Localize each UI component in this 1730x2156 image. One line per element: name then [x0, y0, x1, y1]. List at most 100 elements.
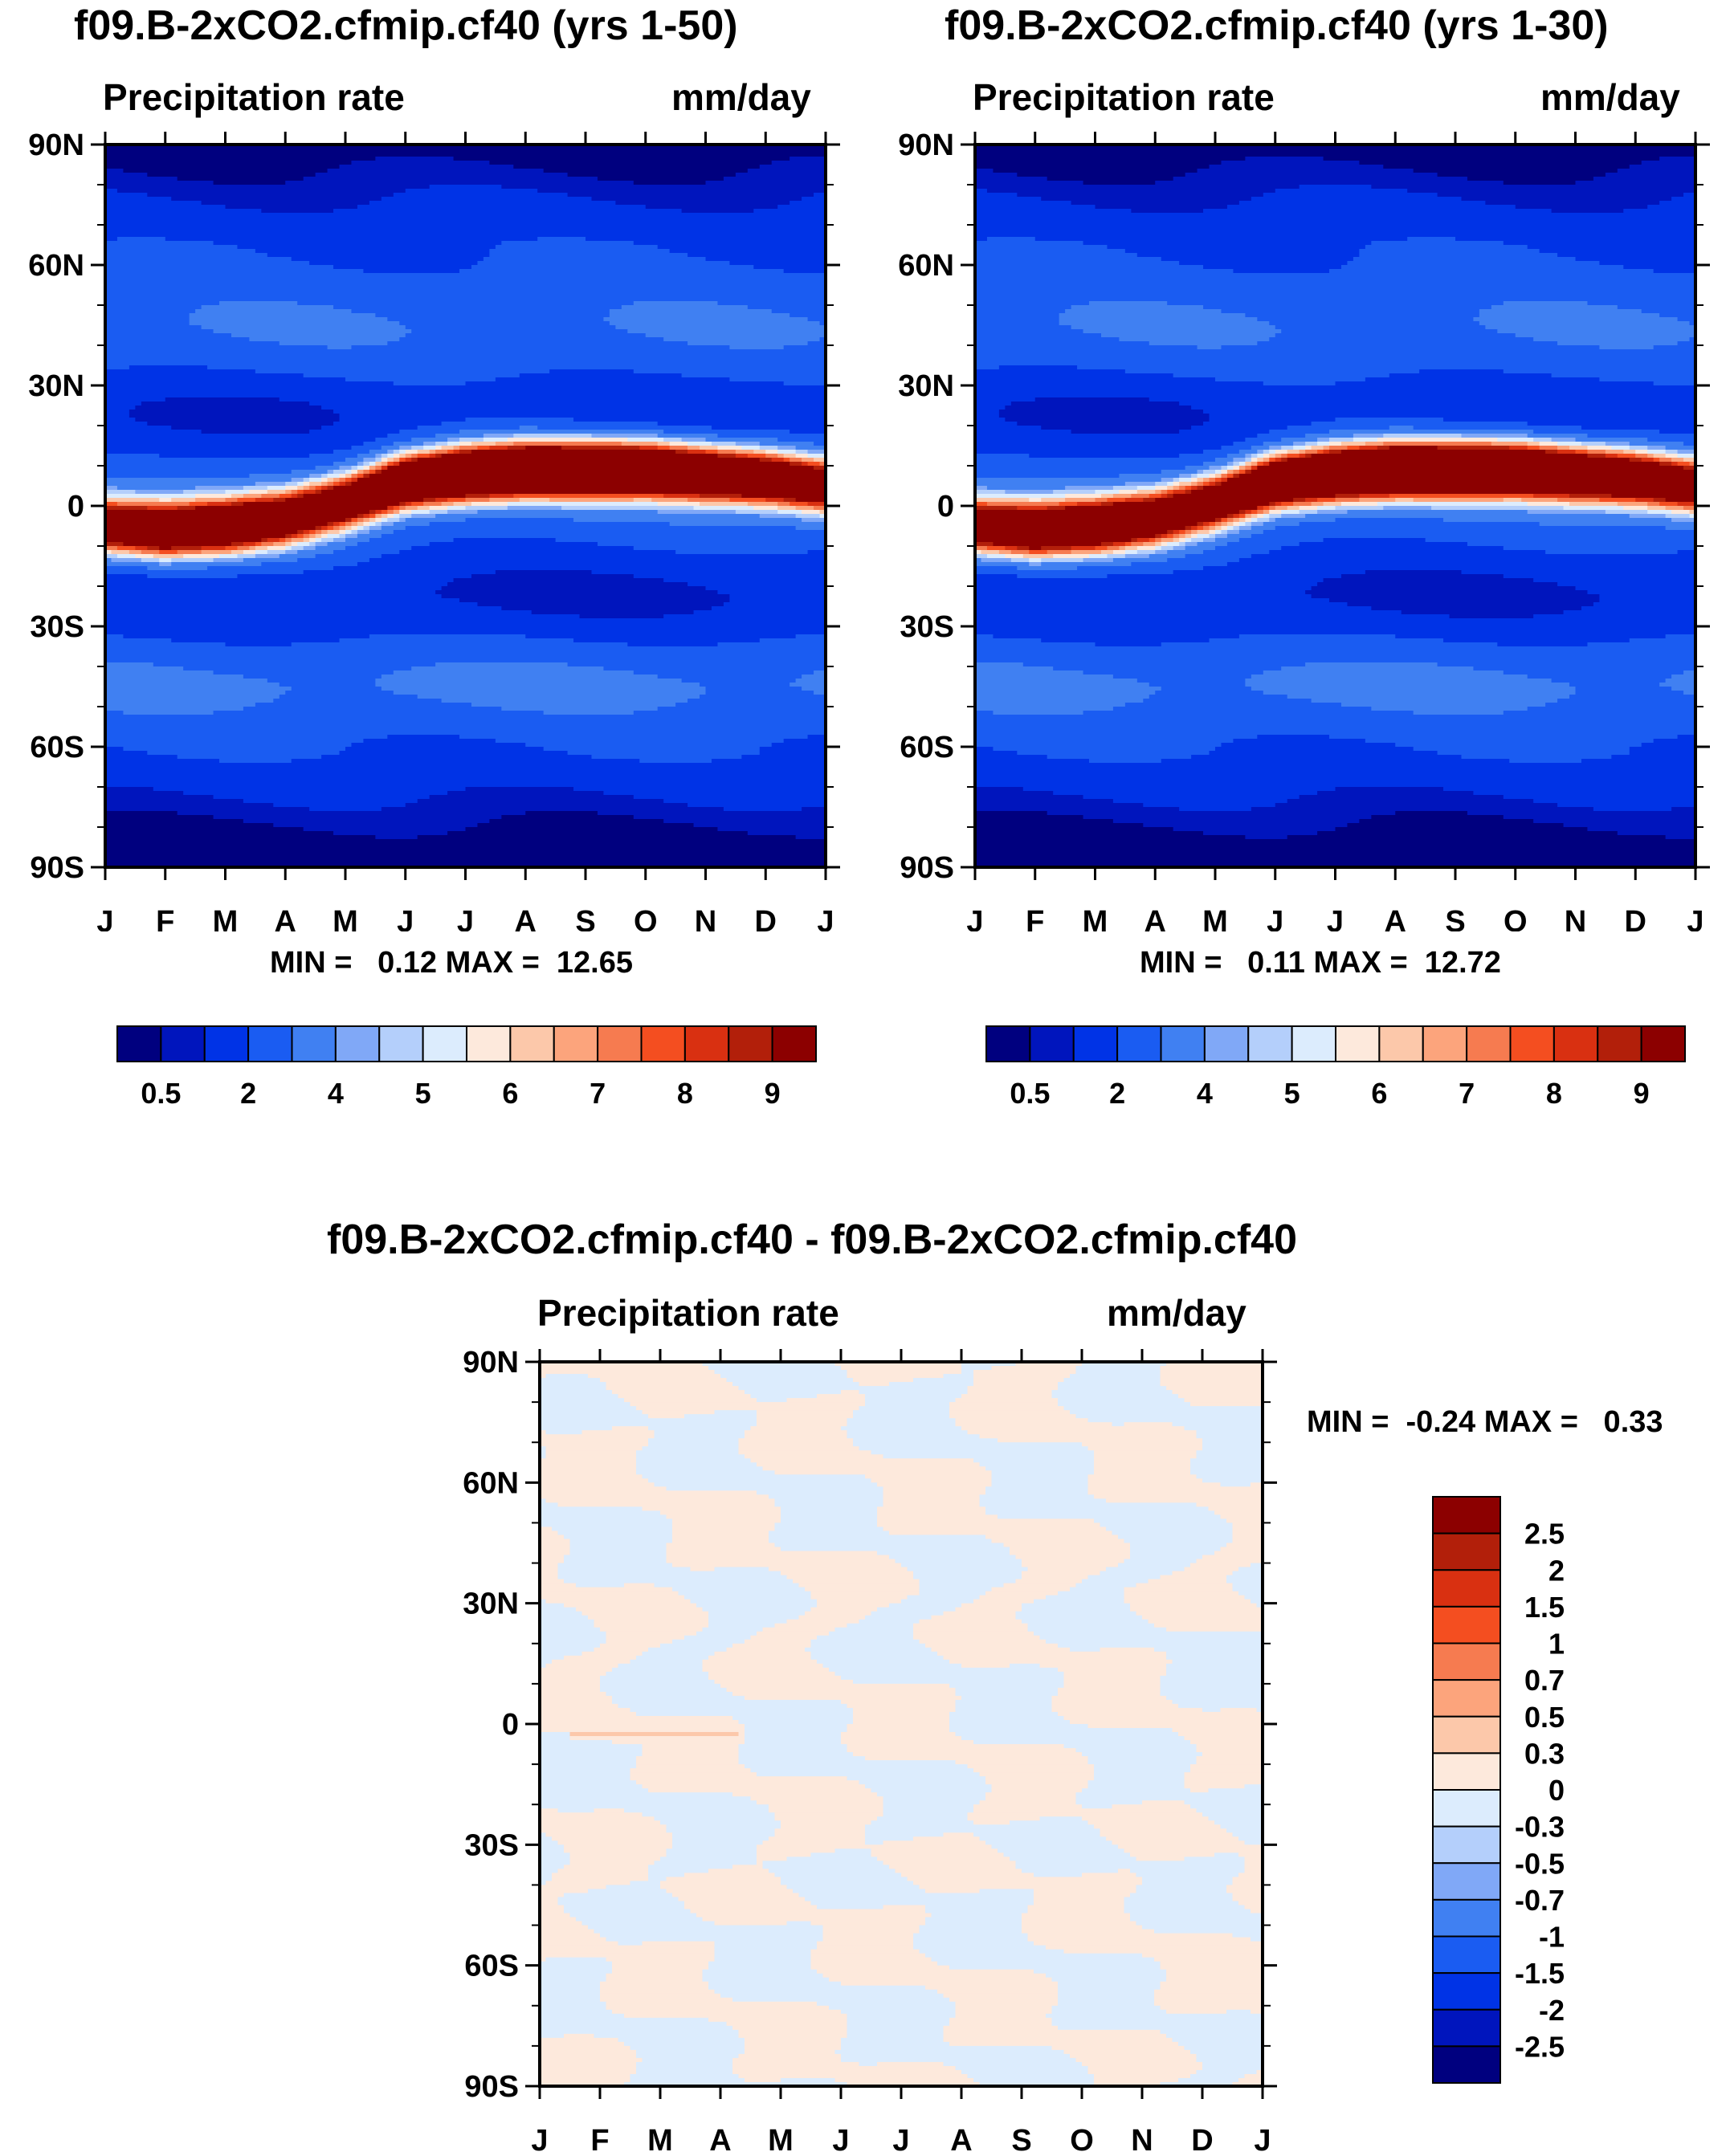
panel1-contour-cell — [285, 181, 634, 185]
panel3-contour-cell — [540, 1732, 571, 1737]
panel3-contour-cell — [913, 1378, 974, 1383]
panel3-contour-cell — [714, 1567, 769, 1572]
panel3-colorbar-label: 0.5 — [1524, 1701, 1565, 1734]
panel1-contour-cell — [375, 522, 382, 527]
panel3-x-tick-label: O — [1070, 2124, 1094, 2156]
panel3-contour-cell — [702, 1607, 812, 1612]
panel2-colorbar-label: 6 — [1371, 1077, 1387, 1110]
panel3-contour-cell — [1196, 1760, 1263, 1765]
panel2-contour-cell — [1263, 458, 1270, 463]
panel1-contour-cell — [105, 819, 244, 824]
panel3-colorbar-label: -1 — [1539, 1921, 1565, 1954]
panel1-contour-cell — [429, 506, 448, 511]
panel3-contour-cell — [540, 1675, 601, 1681]
panel1-contour-cell — [495, 570, 593, 575]
panel1-contour-cell — [795, 450, 809, 454]
panel3-contour-cell — [1196, 1430, 1263, 1435]
panel2-contour-cell — [1226, 478, 1696, 483]
panel2-contour-cell — [1167, 558, 1240, 563]
panel2-contour-cell — [1533, 578, 1696, 583]
panel1-contour-cell — [261, 542, 274, 547]
panel2-contour-cell — [1605, 450, 1624, 454]
panel2-contour-cell — [1161, 470, 1198, 475]
panel3-contour-cell — [540, 1744, 643, 1749]
panel1-contour-cell — [411, 502, 424, 507]
panel1-contour-cell — [333, 209, 683, 214]
panel3-contour-cell — [600, 1675, 709, 1681]
panel2-contour-cell — [1671, 687, 1696, 691]
panel3-contour-cell — [919, 1583, 1005, 1588]
panel1-contour-cell — [705, 687, 802, 691]
panel3-contour-cell — [955, 2001, 1059, 2007]
panel2-contour-cell — [1533, 337, 1691, 342]
panel2-contour-cell — [1047, 755, 1192, 760]
panel2-contour-cell — [975, 582, 1318, 587]
panel3-contour-cell — [1094, 1466, 1191, 1471]
panel1-contour-cell — [423, 502, 443, 507]
panel2-min-max: MIN = 0.11 MAX = 12.72 — [1140, 946, 1501, 980]
panel2-contour-cell — [1071, 430, 1180, 434]
panel2-contour-cell — [1173, 534, 1180, 539]
panel2-contour-cell — [1407, 237, 1456, 242]
panel2-contour-cell — [1389, 373, 1553, 378]
panel2-contour-cell — [1221, 522, 1228, 527]
panel2-contour-cell — [1287, 454, 1300, 459]
panel1-contour-cell — [327, 345, 353, 350]
panel1-contour-cell — [105, 699, 274, 703]
panel3-contour-cell — [564, 1559, 667, 1564]
panel2-contour-cell — [1503, 795, 1696, 800]
panel2-contour-cell — [1569, 695, 1696, 699]
panel1-contour-cell — [381, 534, 826, 539]
panel1-contour-cell — [375, 679, 683, 683]
panel1-contour-cell — [417, 835, 797, 840]
panel1-contour-cell — [105, 831, 334, 836]
panel2-colorbar-box — [1422, 1025, 1468, 1062]
panel3-contour-cell — [630, 1772, 757, 1777]
panel3-contour-cell — [805, 1587, 920, 1592]
panel2-contour-cell — [1329, 438, 1354, 442]
panel1-contour-cell — [249, 490, 268, 495]
panel2-contour-cell — [1029, 558, 1042, 563]
panel2-contour-cell — [1683, 691, 1696, 695]
panel3-contour-cell — [540, 1386, 607, 1391]
panel3-contour-cell — [1166, 1969, 1263, 1975]
panel1-contour-cell — [105, 253, 268, 258]
panel1-contour-cell — [471, 574, 634, 579]
panel2-contour-cell — [1089, 759, 1162, 764]
panel1-contour-cell — [423, 442, 436, 446]
panel1-contour-cell — [123, 542, 232, 547]
panel2-contour-cell — [1443, 418, 1696, 422]
panel2-contour-cell — [1347, 510, 1528, 515]
panel3-contour-cell — [841, 1736, 962, 1741]
panel1-contour-cell — [567, 751, 761, 756]
panel1-contour-cell — [105, 389, 826, 394]
panel2-contour-cell — [1095, 490, 1120, 495]
panel3-contour-cell — [1124, 1897, 1234, 1902]
panel2-contour-cell — [1593, 807, 1672, 812]
panel1-contour-cell — [633, 546, 826, 551]
panel3-contour-cell — [943, 1993, 1059, 1999]
panel3-contour-cell — [540, 1430, 547, 1435]
panel1-contour-cell — [405, 803, 688, 808]
panel3-contour-cell — [1142, 1615, 1263, 1620]
panel3-units-label: mm/day — [1107, 1292, 1246, 1334]
panel3-contour-cell — [1148, 1579, 1227, 1584]
panel2-contour-cell — [1124, 498, 1144, 503]
panel3-contour-cell — [901, 1873, 1034, 1878]
panel2-contour-cell — [1238, 466, 1246, 471]
panel1-contour-cell — [711, 606, 826, 611]
panel3-contour-cell — [540, 2041, 625, 2047]
panel1-contour-cell — [285, 498, 424, 503]
panel3-contour-cell — [781, 2077, 836, 2083]
panel2-contour-cell — [1251, 510, 1258, 515]
panel3-contour-cell — [540, 2033, 565, 2039]
panel1-contour-cell — [303, 530, 310, 535]
panel3-contour-cell — [540, 1905, 565, 1910]
panel1-contour-cell — [525, 743, 773, 748]
panel1-contour-cell — [153, 554, 184, 559]
panel1-contour-cell — [279, 554, 316, 559]
panel1-contour-cell — [507, 502, 659, 507]
panel1-contour-cell — [327, 534, 341, 539]
panel3-contour-cell — [1232, 1522, 1263, 1528]
panel2-contour-cell — [1269, 321, 1480, 326]
